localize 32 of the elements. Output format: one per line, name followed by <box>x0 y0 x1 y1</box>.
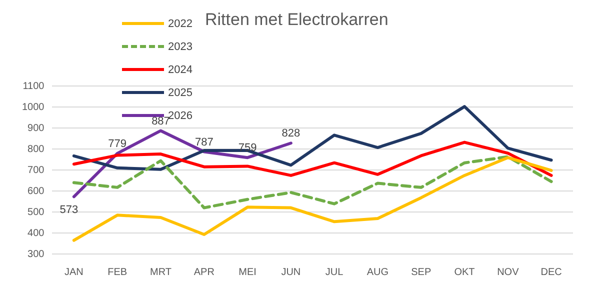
x-tick-label: OKT <box>454 266 475 278</box>
x-tick-label: FEB <box>108 266 128 278</box>
legend-label: 2025 <box>168 86 192 98</box>
x-tick-label: MRT <box>150 266 172 278</box>
legend-label: 2022 <box>168 18 192 30</box>
x-tick-label: NOV <box>497 266 520 278</box>
chart-title: Ritten met Electrokarren <box>205 10 388 30</box>
y-tick-label: 600 <box>28 186 45 197</box>
y-tick-label: 800 <box>28 144 45 155</box>
legend-label: 2023 <box>168 40 192 52</box>
x-tick-label: SEP <box>411 266 432 278</box>
y-tick-label: 500 <box>28 206 45 218</box>
y-tick-label: 900 <box>28 122 45 134</box>
data-label: 787 <box>194 136 214 148</box>
data-label: 573 <box>60 204 78 216</box>
y-tick-label: 1000 <box>22 102 45 113</box>
y-tick-label: 300 <box>28 248 45 260</box>
x-tick-label: JUN <box>281 266 301 278</box>
x-tick-label: APR <box>194 266 214 278</box>
legend-label: 2024 <box>168 64 192 76</box>
data-label: 887 <box>152 115 170 128</box>
x-tick-label: DEC <box>540 266 562 278</box>
y-tick-label: 700 <box>28 164 45 176</box>
y-tick-label: 1100 <box>22 80 45 92</box>
data-label: 828 <box>282 128 300 140</box>
legend-label: 2026 <box>168 110 192 122</box>
data-label: 779 <box>108 138 127 150</box>
x-tick-label: JUL <box>325 266 344 278</box>
x-tick-label: AUG <box>366 266 389 278</box>
x-tick-label: JAN <box>64 266 84 278</box>
x-tick-label: MEI <box>238 266 256 278</box>
y-tick-label: 400 <box>28 228 45 239</box>
